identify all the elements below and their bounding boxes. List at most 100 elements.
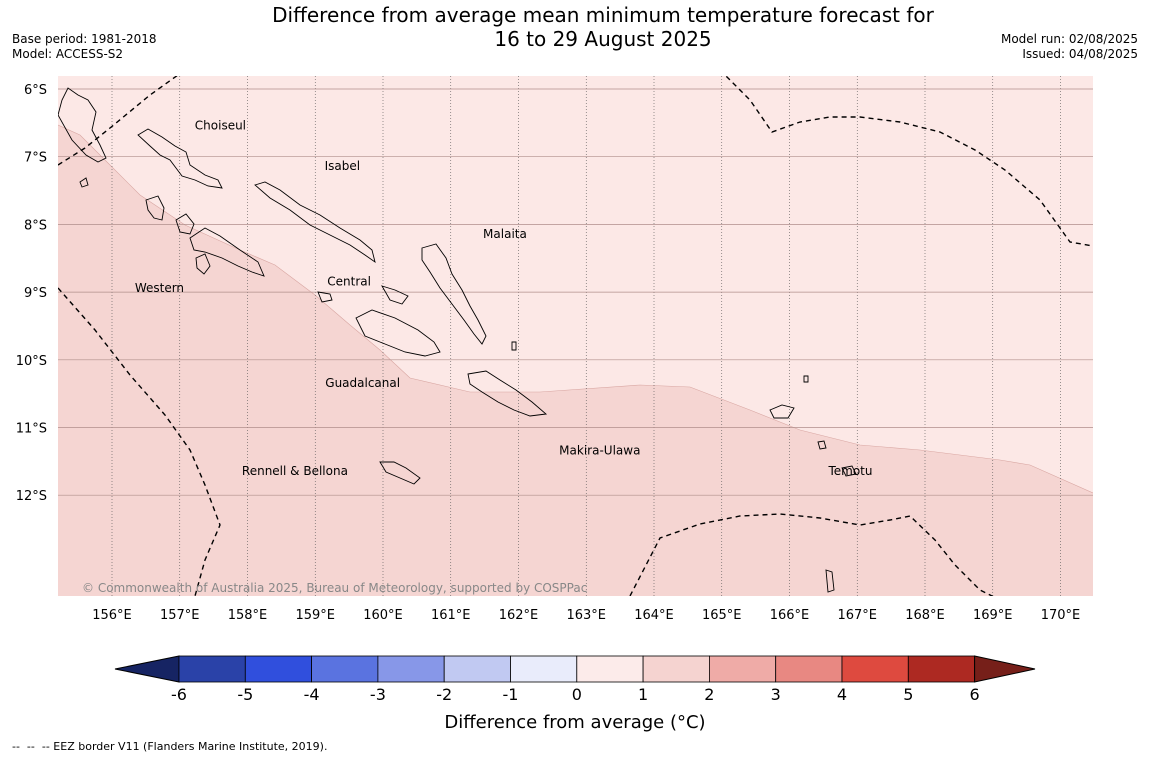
coastline-russell-islands bbox=[317, 291, 333, 303]
colorbar-tick-label: -4 bbox=[304, 685, 320, 704]
region-one-to-two bbox=[58, 125, 1093, 596]
gridlines bbox=[58, 76, 1093, 596]
contour-line bbox=[58, 124, 1093, 494]
title-line-2: 16 to 29 August 2025 bbox=[494, 27, 712, 51]
coastline-makira bbox=[467, 370, 548, 417]
lon-label: 164°E bbox=[634, 608, 674, 623]
colorbar-tick-label: 4 bbox=[837, 685, 847, 704]
lon-label: 160°E bbox=[363, 608, 403, 623]
colorbar-tick-label: -1 bbox=[503, 685, 519, 704]
model-name: Model: ACCESS-S2 bbox=[12, 47, 124, 61]
region-label: Central bbox=[327, 274, 371, 288]
lon-label: 162°E bbox=[499, 608, 539, 623]
lon-label: 166°E bbox=[770, 608, 810, 623]
lon-label: 168°E bbox=[905, 608, 945, 623]
colorbar-label: Difference from average (°C) bbox=[444, 712, 705, 733]
colorbar-extend-low bbox=[114, 655, 180, 683]
copyright-text: © Commonwealth of Australia 2025, Bureau… bbox=[82, 581, 587, 595]
colorbar-segment bbox=[311, 655, 379, 683]
meta-left: Base period: 1981-2018 Model: ACCESS-S2 bbox=[12, 32, 157, 62]
colorbar-extend-high bbox=[974, 655, 1036, 683]
longitude-labels: 156°E 157°E 158°E 159°E 160°E 161°E 162°E 163°E… bbox=[92, 608, 1080, 623]
map-area: Choiseul Isabel Malaita Western Central Guada… bbox=[58, 76, 1093, 596]
lat-label: 12°S bbox=[16, 489, 47, 504]
region-label: Temotu bbox=[827, 464, 872, 478]
issued-date: Issued: 04/08/2025 bbox=[1022, 47, 1138, 61]
coastline-guadalcanal bbox=[355, 309, 441, 357]
coastline-isabel bbox=[254, 181, 376, 264]
colorbar-tick-label: 5 bbox=[903, 685, 913, 704]
lon-label: 159°E bbox=[295, 608, 335, 623]
coastline-sikaiana bbox=[511, 341, 517, 351]
eez-border-south-west bbox=[58, 287, 221, 596]
meta-right: Model run: 02/08/2025 Issued: 04/08/2025 bbox=[1001, 32, 1138, 62]
colorbar-tick-label: -5 bbox=[237, 685, 253, 704]
colorbar: -6 -5 -4 -3 -2 -1 0 1 2 3 4 5 6 bbox=[114, 655, 1036, 704]
lat-label: 10°S bbox=[16, 354, 47, 369]
coastline-reef-islands bbox=[803, 375, 809, 383]
colorbar-segment bbox=[576, 655, 644, 683]
region-label: Isabel bbox=[325, 159, 360, 173]
lat-label: 9°S bbox=[24, 286, 47, 301]
coastline-islet bbox=[79, 177, 89, 188]
region-label: Guadalcanal bbox=[325, 376, 400, 390]
colorbar-segment bbox=[443, 655, 511, 683]
lat-label: 6°S bbox=[24, 83, 47, 98]
coastline-new-georgia bbox=[189, 227, 265, 277]
colorbar-tick-label: 2 bbox=[704, 685, 714, 704]
lat-label: 8°S bbox=[24, 218, 47, 233]
coastline-santa-cruz bbox=[769, 404, 795, 419]
lon-label: 167°E bbox=[837, 608, 877, 623]
coastline-tikopia bbox=[825, 569, 835, 593]
colorbar-tick-label: -2 bbox=[436, 685, 452, 704]
base-period: Base period: 1981-2018 bbox=[12, 32, 157, 46]
lon-label: 163°E bbox=[566, 608, 606, 623]
lat-label: 11°S bbox=[16, 422, 47, 437]
colorbar-tick-label: 0 bbox=[572, 685, 582, 704]
eez-borders bbox=[58, 76, 1093, 596]
colorbar-segment bbox=[775, 655, 843, 683]
eez-border-north-west bbox=[58, 76, 178, 166]
colorbar-segment bbox=[907, 655, 975, 683]
coastline-vella-lavella bbox=[145, 195, 165, 221]
lon-label: 165°E bbox=[702, 608, 742, 623]
region-label: Choiseul bbox=[195, 119, 246, 133]
place-labels: Choiseul Isabel Malaita Western Central Guada… bbox=[135, 119, 873, 478]
coastline-florida-islands bbox=[381, 285, 409, 305]
title-line-1: Difference from average mean minimum tem… bbox=[272, 3, 934, 27]
coastlines bbox=[58, 87, 857, 593]
colorbar-segment bbox=[377, 655, 445, 683]
region-label: Malaita bbox=[483, 227, 527, 241]
coastline-malaita bbox=[421, 243, 487, 345]
lon-label: 156°E bbox=[92, 608, 132, 623]
eez-border-north-east bbox=[725, 76, 1093, 247]
colorbar-segment bbox=[841, 655, 909, 683]
coastline-kolombangara bbox=[175, 213, 195, 235]
region-label: Makira-Ulawa bbox=[559, 444, 640, 458]
colorbar-segment bbox=[244, 655, 313, 683]
model-run: Model run: 02/08/2025 bbox=[1000, 32, 1138, 46]
colorbar-segment bbox=[642, 655, 710, 683]
lat-label: 7°S bbox=[24, 151, 47, 166]
colorbar-tick-label: 1 bbox=[638, 685, 648, 704]
lon-label: 157°E bbox=[160, 608, 200, 623]
coastline-utupua bbox=[841, 465, 857, 477]
lon-label: 170°E bbox=[1041, 608, 1081, 623]
eez-footnote: -- -- -- EEZ border V11 (Flanders Marine… bbox=[12, 740, 328, 753]
coastline-choiseul bbox=[137, 128, 223, 189]
colorbar-segment bbox=[510, 655, 578, 683]
lon-label: 161°E bbox=[431, 608, 471, 623]
colorbar-segment bbox=[709, 655, 777, 683]
colorbar-tick-label: -6 bbox=[171, 685, 187, 704]
region-label: Western bbox=[135, 281, 184, 295]
colorbar-segment bbox=[178, 655, 246, 683]
latitude-labels: 6°S 7°S 8°S 9°S 10°S 11°S 12°S bbox=[16, 83, 47, 504]
colorbar-tick-label: 6 bbox=[970, 685, 980, 704]
lon-label: 158°E bbox=[228, 608, 268, 623]
coastline-bougainville bbox=[58, 87, 107, 163]
colorbar-tick-label: 3 bbox=[771, 685, 781, 704]
coastline-rendova bbox=[195, 253, 211, 275]
coastline-rennell bbox=[379, 461, 421, 485]
lon-label: 169°E bbox=[973, 608, 1013, 623]
